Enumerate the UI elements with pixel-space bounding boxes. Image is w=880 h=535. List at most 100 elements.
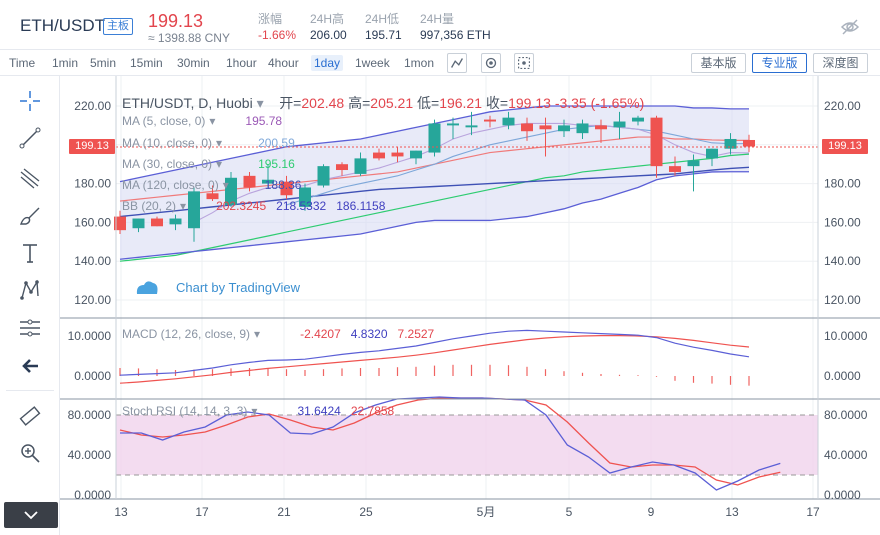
ma5-legend: MA (5, close, 0) ▾ 195.78 bbox=[122, 114, 283, 128]
candle-body bbox=[188, 191, 200, 229]
change-label: 涨幅 bbox=[258, 12, 283, 26]
ma120-value: 188.36 bbox=[264, 178, 302, 192]
depth-view-button[interactable]: 深度图 bbox=[813, 53, 868, 73]
stoch-tick-right: 80.0000 bbox=[824, 408, 868, 422]
time-tick: 13 bbox=[114, 505, 128, 519]
macd-label[interactable]: MACD (12, 26, close, 9) bbox=[122, 327, 251, 341]
bb-label[interactable]: BB (20, 2) bbox=[122, 199, 177, 213]
zoom-in-icon[interactable] bbox=[18, 441, 42, 465]
candle-body bbox=[669, 166, 681, 172]
stoch-tick-right: 40.0000 bbox=[824, 448, 868, 462]
time-tick: 25 bbox=[359, 505, 373, 519]
candle-body bbox=[484, 119, 496, 122]
candle-body bbox=[114, 216, 126, 231]
ma10-legend: MA (10, close, 0) ▾ 200.59 bbox=[122, 136, 295, 150]
stoch-legend: Stoch RSI (14, 14, 3, 3) ▾ 31.6424 22.7858 bbox=[122, 404, 395, 418]
price-tick-left: 140.00 bbox=[74, 254, 111, 268]
high-value-legend: 205.21 bbox=[370, 95, 414, 111]
text-icon[interactable] bbox=[18, 241, 42, 265]
volume-label: 24H量 bbox=[420, 12, 455, 26]
brush-icon[interactable] bbox=[18, 204, 42, 228]
low-value-legend: 196.21 bbox=[439, 95, 483, 111]
tf-5min[interactable]: 5min bbox=[90, 56, 117, 70]
candle-body bbox=[502, 117, 515, 126]
tf-1mon[interactable]: 1mon bbox=[404, 56, 435, 70]
macd-legend: MACD (12, 26, close, 9) ▾ -2.4207 4.8320 7… bbox=[122, 327, 435, 341]
macd-value-signal: 7.2527 bbox=[397, 327, 435, 341]
basic-view-button[interactable]: 基本版 bbox=[691, 53, 746, 73]
price-tick-right: 120.00 bbox=[824, 293, 861, 307]
tf-1min[interactable]: 1min bbox=[52, 56, 79, 70]
low-value: 195.71 bbox=[365, 28, 402, 42]
high-value: 206.00 bbox=[310, 28, 347, 42]
change-stat: 涨幅 -1.66% bbox=[258, 10, 296, 42]
candle-body bbox=[317, 166, 330, 186]
candle-body bbox=[262, 179, 274, 184]
main-legend: ETH/USDT, D, Huobi ▾ 开=202.48 高=205.21 低… bbox=[122, 95, 645, 111]
ma120-label[interactable]: MA (120, close, 0) bbox=[122, 178, 219, 192]
tf-4hour[interactable]: 4hour bbox=[268, 56, 299, 70]
ma120-legend: MA (120, close, 0) ▾ 188.36 bbox=[122, 178, 302, 192]
bb-value-lower: 186.1158 bbox=[336, 199, 386, 213]
toolbar: Time 1min 5min 15min 30min 1hour 4hour 1… bbox=[0, 50, 880, 76]
candle-body bbox=[558, 125, 570, 132]
stoch-k-line bbox=[120, 396, 781, 491]
hide-eye-icon[interactable] bbox=[840, 17, 860, 37]
tf-1hour[interactable]: 1hour bbox=[226, 56, 257, 70]
last-price: 199.13 bbox=[148, 11, 204, 31]
tf-1week[interactable]: 1week bbox=[355, 56, 390, 70]
chevron-down-icon bbox=[24, 511, 38, 520]
macd-line bbox=[119, 329, 750, 376]
volume-value: 997,356 ETH bbox=[420, 28, 491, 42]
price-tick-right: 220.00 bbox=[824, 99, 861, 113]
crosshair-icon[interactable] bbox=[18, 89, 42, 113]
candle-body bbox=[724, 138, 737, 149]
measure-icon[interactable] bbox=[18, 316, 42, 340]
candle-body bbox=[447, 123, 459, 126]
ma30-legend: MA (30, close, 0) ▾ 195.16 bbox=[122, 157, 295, 171]
stoch-band bbox=[116, 415, 818, 475]
price-tag-left: 199.13 bbox=[69, 139, 115, 154]
screenshot-icon[interactable] bbox=[514, 53, 534, 73]
candles bbox=[114, 111, 755, 242]
candle-body bbox=[687, 160, 700, 167]
ma10-label[interactable]: MA (10, close, 0) bbox=[122, 136, 213, 150]
tf-15min[interactable]: 15min bbox=[130, 56, 163, 70]
candle-body bbox=[576, 123, 589, 134]
bb-value-upper: 218.5332 bbox=[276, 199, 327, 213]
pair-title[interactable]: ETH/USDT bbox=[20, 16, 105, 35]
ma30-line bbox=[119, 153, 750, 262]
tf-time[interactable]: Time bbox=[9, 56, 36, 70]
change-value-legend: -3.35 (-1.65%) bbox=[554, 95, 645, 111]
legend-title[interactable]: ETH/USDT, D, Huobi bbox=[122, 95, 253, 111]
candle-body bbox=[354, 158, 367, 174]
candle-body bbox=[151, 218, 163, 227]
candle-body bbox=[465, 125, 478, 128]
back-arrow-icon[interactable] bbox=[18, 354, 42, 378]
stoch-tick-left: 0.0000 bbox=[74, 488, 111, 502]
indicator-icon[interactable] bbox=[447, 53, 467, 73]
ma30-label[interactable]: MA (30, close, 0) bbox=[122, 157, 213, 171]
stoch-label[interactable]: Stoch RSI (14, 14, 3, 3) bbox=[122, 404, 248, 418]
pattern-icon[interactable] bbox=[18, 278, 42, 302]
fib-icon[interactable] bbox=[18, 166, 42, 190]
ma5-label[interactable]: MA (5, close, 0) bbox=[122, 114, 206, 128]
price-tick-left: 120.00 bbox=[74, 293, 111, 307]
pro-view-button[interactable]: 专业版 bbox=[752, 53, 807, 73]
bb-legend: BB (20, 2) ▾ 202.3245 218.5332 186.1158 bbox=[122, 199, 386, 213]
settings-gear-icon[interactable] bbox=[481, 53, 501, 73]
ruler-icon[interactable] bbox=[18, 404, 42, 428]
candle-body bbox=[373, 152, 385, 159]
open-value: 202.48 bbox=[301, 95, 345, 111]
bb-lower-line bbox=[119, 171, 749, 260]
high-label: 24H高 bbox=[310, 12, 345, 26]
candle-body bbox=[595, 125, 607, 130]
trend-line-icon[interactable] bbox=[18, 126, 42, 150]
tf-30min[interactable]: 30min bbox=[177, 56, 210, 70]
collapse-toolbar-button[interactable] bbox=[4, 502, 58, 528]
price-tick-right: 180.00 bbox=[824, 177, 861, 191]
candle-body bbox=[206, 193, 219, 200]
tf-1day[interactable]: 1day bbox=[311, 55, 344, 71]
ma10-value: 200.59 bbox=[258, 136, 295, 150]
